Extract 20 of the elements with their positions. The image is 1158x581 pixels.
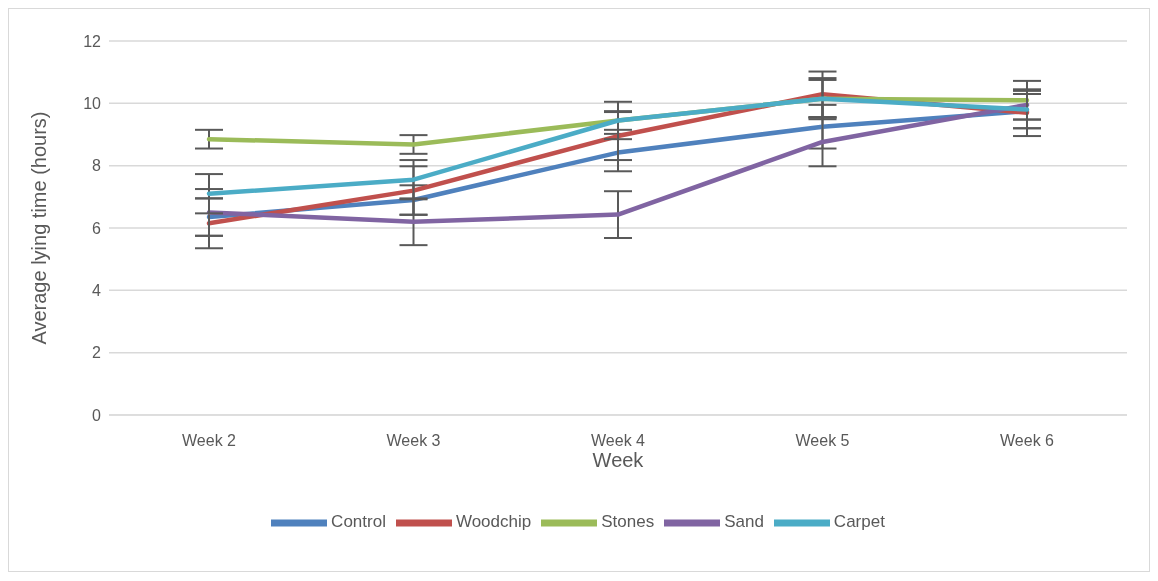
y-tick-label: 4 (92, 282, 102, 300)
legend-label: Control (331, 512, 386, 532)
legend-label: Woodchip (455, 512, 532, 532)
x-axis-title: Week (592, 449, 645, 471)
x-tick-label: Week 5 (795, 432, 850, 450)
y-tick-label: 6 (92, 219, 102, 237)
y-tick-label: 2 (92, 344, 102, 362)
y-tick-label: 0 (92, 406, 102, 424)
legend-label: Carpet (833, 512, 885, 532)
x-tick-label: Week 2 (182, 432, 237, 450)
legend-label: Stones (601, 512, 655, 532)
y-tick-label: 8 (92, 157, 102, 175)
line-series (206, 96, 1030, 196)
x-tick-label: Week 6 (1000, 432, 1055, 450)
y-axis-title: Average lying time (hours) (28, 111, 51, 345)
legend-label: Sand (724, 512, 764, 532)
x-tick-label: Week 3 (386, 432, 441, 450)
x-tick-label: Week 4 (591, 432, 646, 450)
y-tick-label: 12 (83, 32, 102, 50)
y-tick-label: 10 (83, 95, 102, 113)
